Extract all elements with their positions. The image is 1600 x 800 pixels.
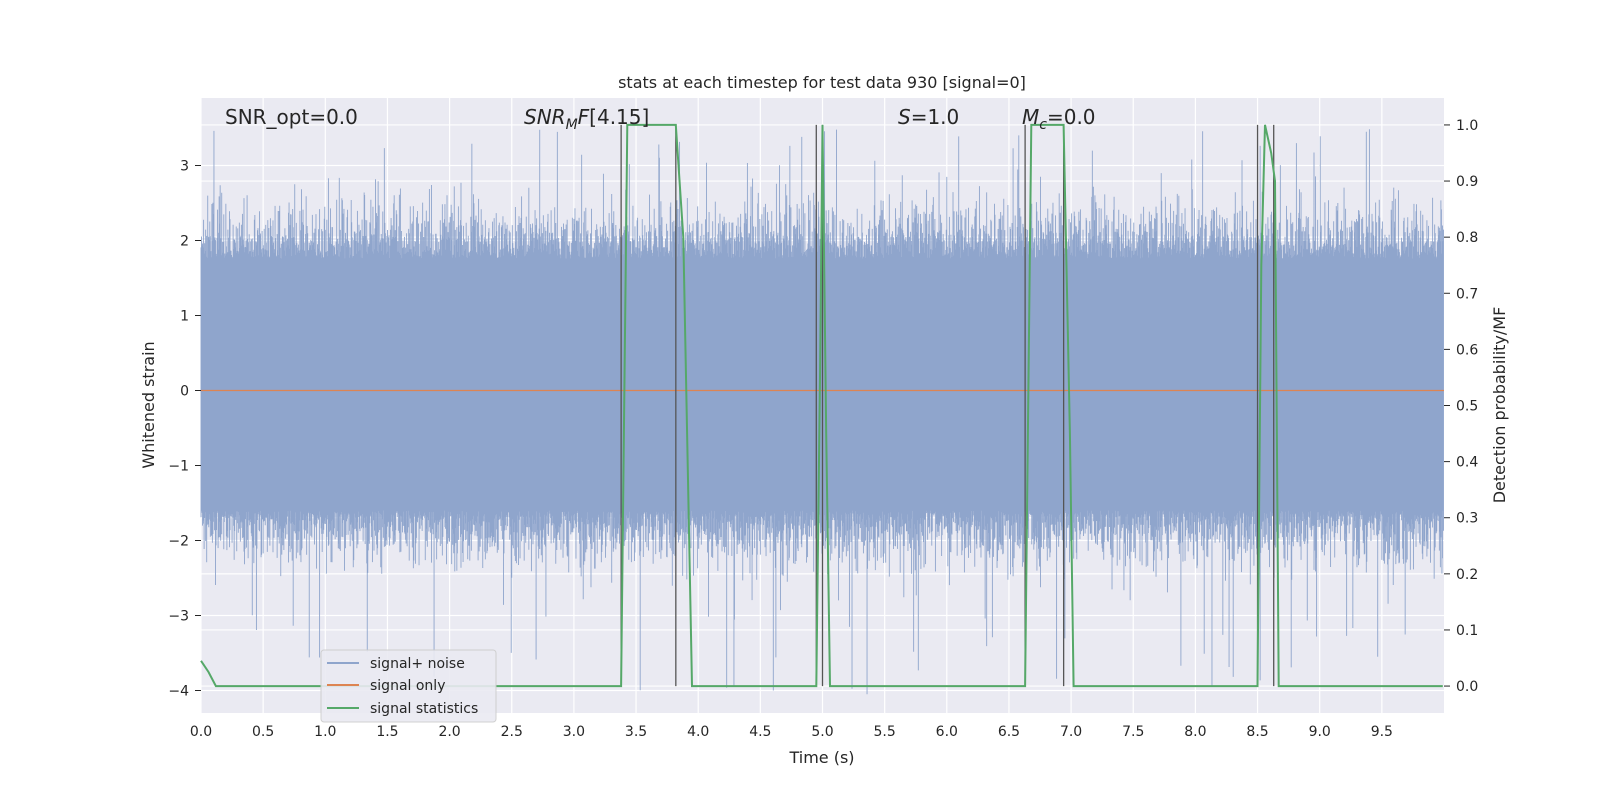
chart-title: stats at each timestep for test data 930…	[618, 73, 1026, 92]
y2-tick-label: 0.5	[1456, 399, 1478, 415]
x-axis-label: Time (s)	[788, 748, 854, 767]
signal-statistics-series	[200, 123, 1443, 688]
y2-tick-label: 1.0	[1456, 118, 1478, 134]
x-tick-label: 3.5	[625, 724, 647, 740]
x-tick-label: 6.5	[998, 724, 1020, 740]
x-tick-label: 9.0	[1309, 724, 1331, 740]
x-tick-label: 9.5	[1371, 724, 1393, 740]
y-tick-label: 0	[180, 384, 189, 400]
annotation-snr-opt: SNR_opt=0.0	[225, 105, 358, 129]
y-tick-label: −3	[168, 609, 189, 625]
x-tick-label: 1.0	[314, 724, 336, 740]
x-tick-label: 4.0	[687, 724, 709, 740]
y2-tick-label: 0.1	[1456, 623, 1478, 639]
legend-label-signal: signal only	[370, 678, 445, 694]
annotation-snr-mf: SNRMF[4.15]	[524, 105, 649, 133]
annotation-s-value: =1.0	[911, 105, 960, 129]
noise-trace	[200, 129, 1444, 695]
x-tick-label: 4.5	[749, 724, 771, 740]
x-axis-ticks: 0.0 0.5 1.0 1.5 2.0 2.5 3.0 3.5 4.0 4.5 5.0 5.5 6.0 6…	[190, 724, 1393, 740]
annotation-mc: Mc=0.0	[1022, 105, 1096, 133]
y2-tick-label: 0.4	[1456, 455, 1478, 471]
y2-tick-label: 0.2	[1456, 567, 1478, 583]
y2-tick-label: 0.6	[1456, 342, 1478, 358]
annotation-snr-mf-value: [4.15]	[589, 105, 649, 129]
x-tick-label: 5.5	[874, 724, 896, 740]
left-axis-ticks: 3 2 1 0 −1 −2 −3 −4	[168, 159, 201, 700]
x-tick-label: 3.0	[563, 724, 585, 740]
y-tick-label: 2	[180, 234, 189, 250]
legend-label-statistics: signal statistics	[370, 701, 478, 717]
x-tick-label: 0.0	[190, 724, 212, 740]
y2-tick-label: 0.8	[1456, 230, 1478, 246]
y-tick-label: −4	[168, 684, 189, 700]
y2-axis-label: Detection probability/MF	[1490, 307, 1509, 504]
x-tick-label: 6.0	[936, 724, 958, 740]
annotation-mc-value: =0.0	[1047, 105, 1096, 129]
y2-tick-label: 0.3	[1456, 511, 1478, 527]
y-tick-label: 3	[180, 159, 189, 175]
x-tick-label: 0.5	[252, 724, 274, 740]
annotation-s: S=1.0	[898, 105, 959, 129]
x-tick-label: 7.5	[1122, 724, 1144, 740]
y-tick-label: 1	[180, 309, 189, 325]
y-axis-label: Whitened strain	[139, 341, 158, 468]
legend-box	[320, 649, 497, 723]
x-tick-label: 1.5	[376, 724, 398, 740]
y-tick-label: −2	[168, 534, 189, 550]
x-tick-label: 7.0	[1060, 724, 1082, 740]
x-tick-label: 2.5	[501, 724, 523, 740]
signal-plus-noise-series	[200, 129, 1444, 695]
y-tick-label: −1	[168, 459, 189, 475]
x-tick-label: 2.0	[438, 724, 460, 740]
x-tick-label: 8.0	[1184, 724, 1206, 740]
legend-label-noise: signal+ noise	[370, 656, 465, 672]
legend: signal+ noise signal only signal statist…	[320, 649, 497, 723]
x-tick-label: 8.5	[1246, 724, 1268, 740]
x-tick-label: 5.0	[811, 724, 833, 740]
y2-tick-label: 0.0	[1456, 679, 1478, 695]
y2-tick-label: 0.9	[1456, 174, 1478, 190]
right-axis-ticks: 1.0 0.9 0.8 0.7 0.6 0.5 0.4 0.3 0.2 0.1 0.0	[1444, 118, 1478, 695]
y2-tick-label: 0.7	[1456, 286, 1478, 302]
